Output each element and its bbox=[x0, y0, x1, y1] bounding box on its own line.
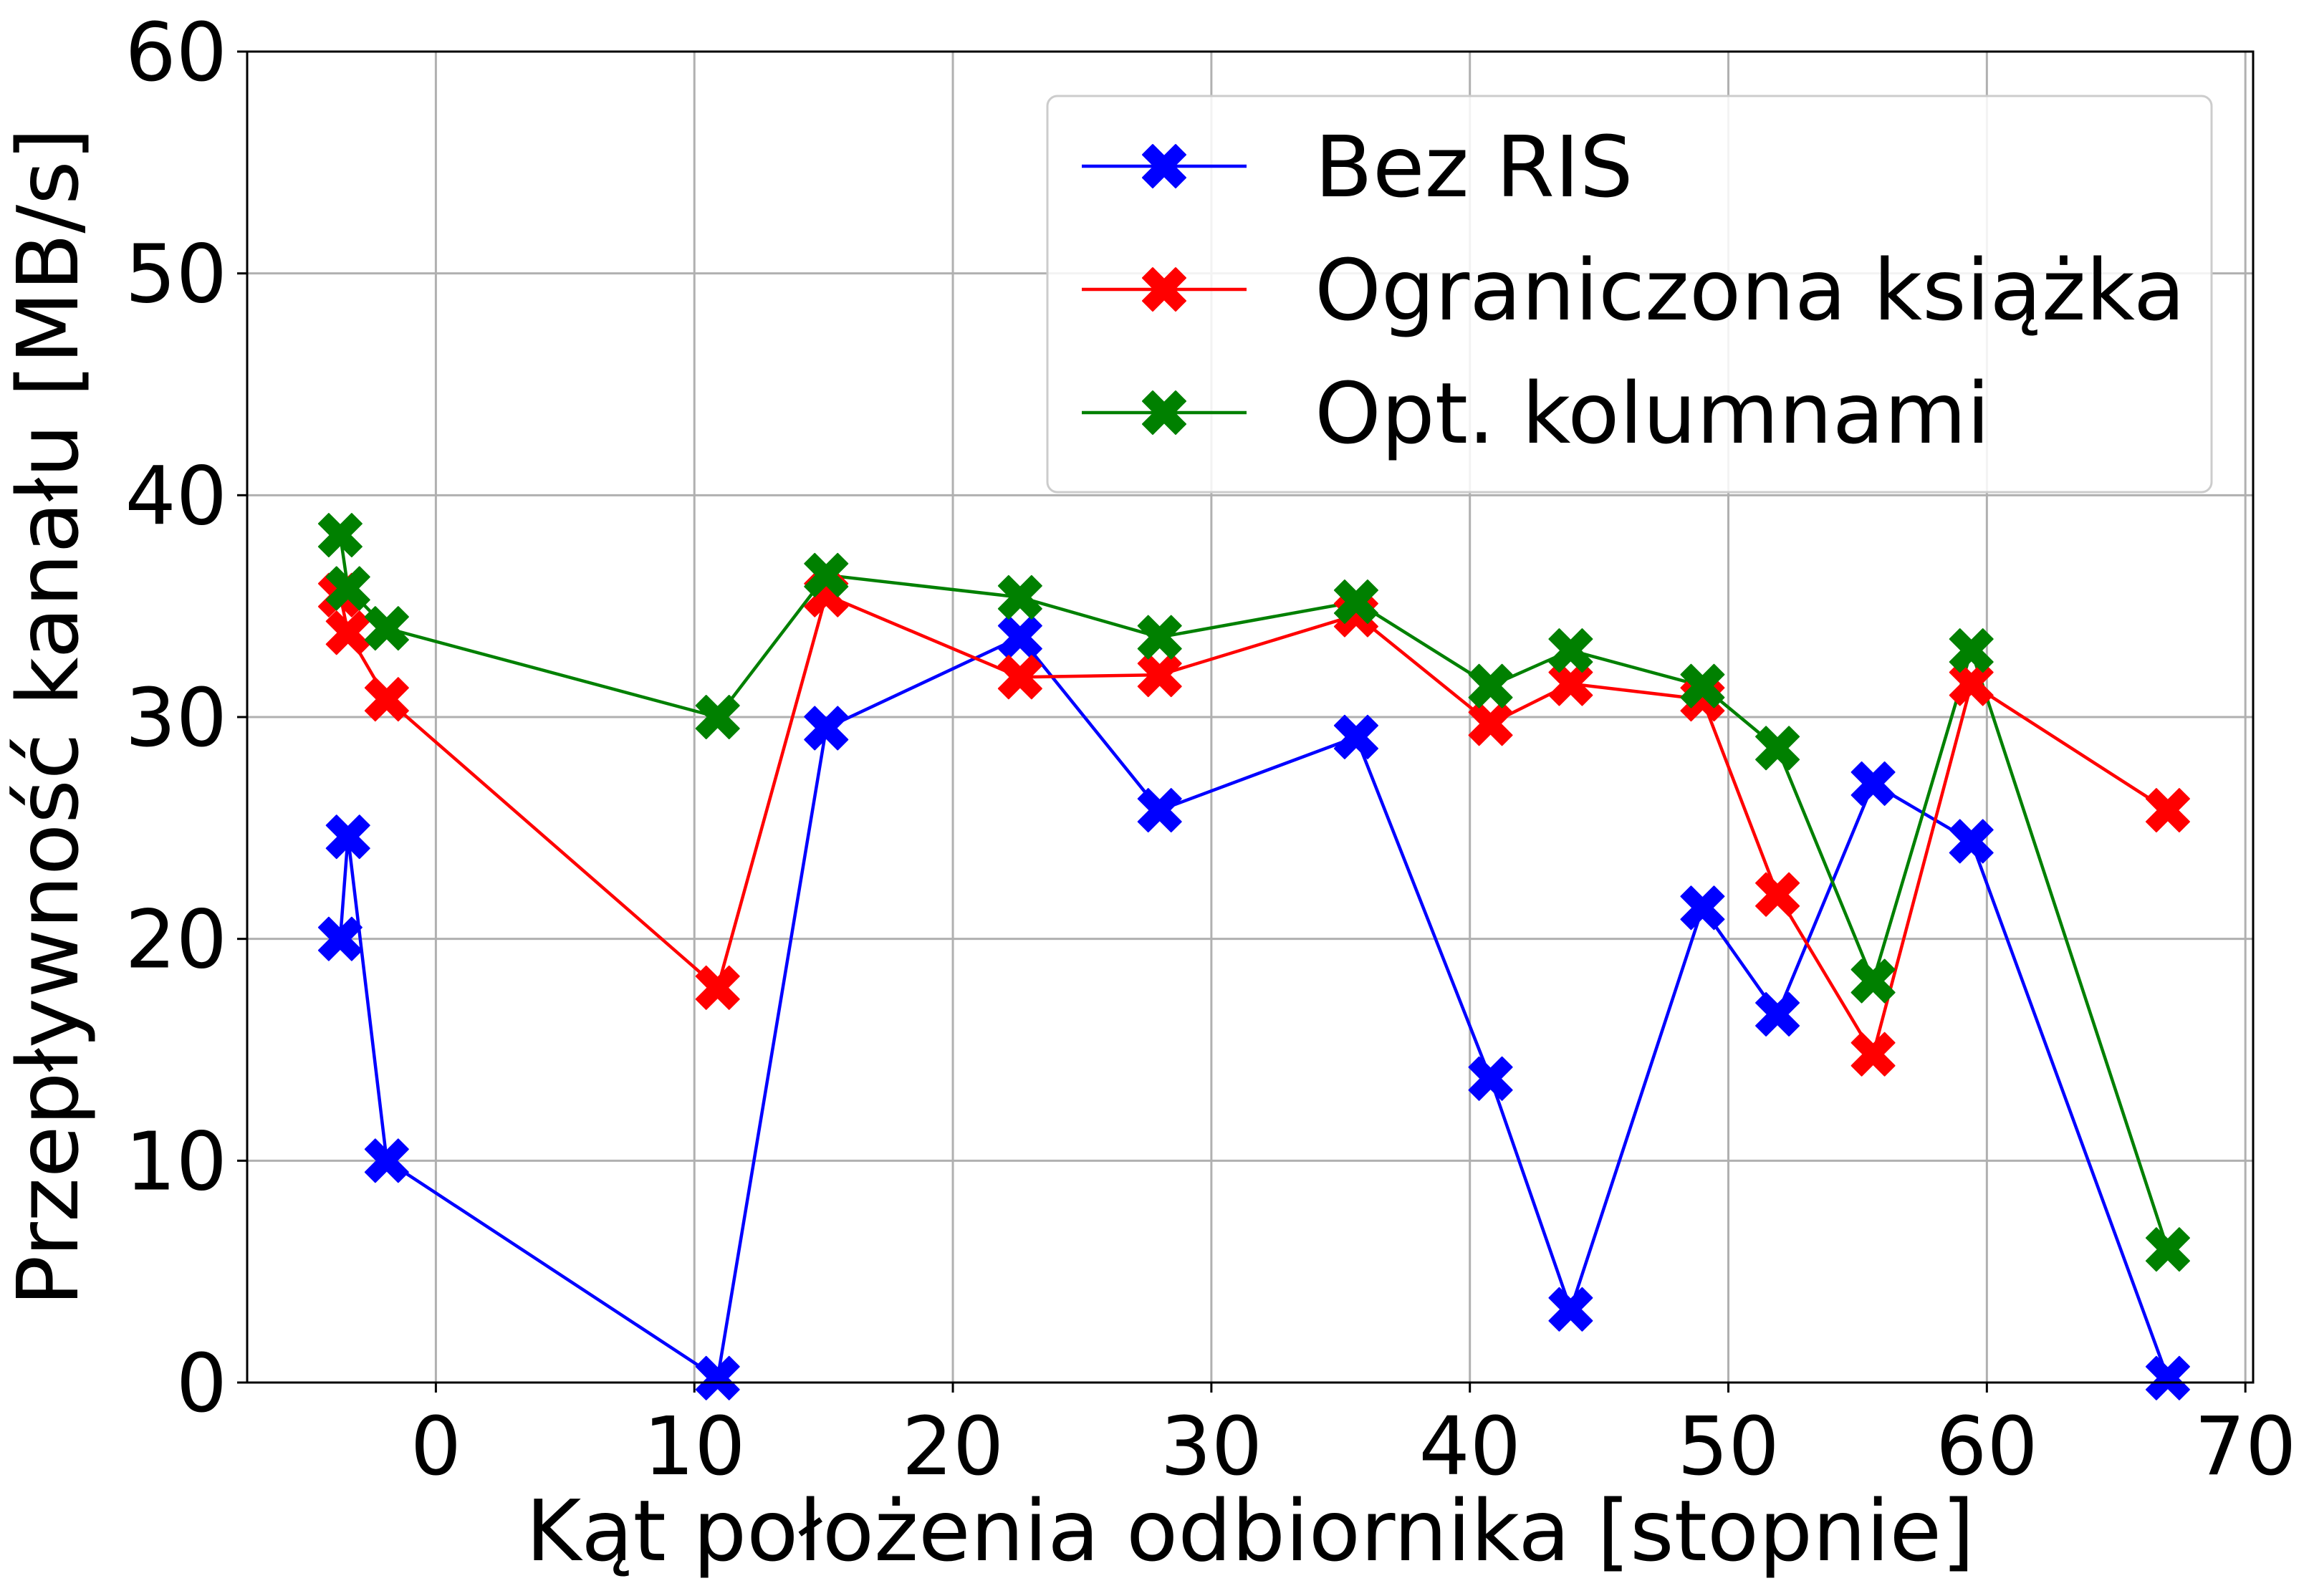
x-axis-label: Kąt położenia odbiornika [stopnie] bbox=[526, 1481, 1974, 1580]
data-point-series-2 bbox=[1548, 661, 1593, 706]
data-point-series-3 bbox=[1137, 615, 1182, 660]
legend-marker-3 bbox=[1142, 390, 1186, 435]
data-point-series-1 bbox=[804, 706, 849, 751]
series-markers bbox=[317, 513, 2190, 1400]
x-tick-label: 60 bbox=[1936, 1400, 2038, 1494]
y-tick-label: 0 bbox=[176, 1337, 227, 1431]
data-point-series-3 bbox=[1333, 579, 1378, 624]
data-point-series-2 bbox=[695, 965, 740, 1010]
data-point-series-1 bbox=[2145, 1355, 2190, 1400]
x-tick-label: 70 bbox=[2194, 1400, 2297, 1494]
legend-label-3: Opt. kolumnami bbox=[1315, 364, 1990, 463]
axis-ticks: 0 10 20 30 40 50 60 70 0 10 20 30 40 50 60 bbox=[125, 6, 2296, 1494]
data-point-series-1 bbox=[695, 1355, 740, 1400]
legend-marker-2 bbox=[1142, 267, 1186, 312]
data-point-series-2 bbox=[364, 677, 409, 722]
legend-label-2: Ograniczona książka bbox=[1315, 241, 2185, 340]
data-point-series-3 bbox=[1468, 663, 1513, 708]
data-point-series-3 bbox=[317, 513, 363, 558]
data-point-series-1 bbox=[997, 615, 1042, 660]
data-point-series-1 bbox=[1333, 714, 1378, 759]
data-point-series-2 bbox=[997, 655, 1042, 700]
data-point-series-2 bbox=[1137, 653, 1182, 698]
y-tick-label: 60 bbox=[125, 6, 227, 100]
data-point-series-1 bbox=[317, 916, 363, 961]
data-point-series-3 bbox=[2145, 1227, 2190, 1272]
data-point-series-1 bbox=[1548, 1287, 1593, 1332]
data-point-series-3 bbox=[1850, 958, 1896, 1004]
y-tick-label: 40 bbox=[125, 450, 227, 543]
x-tick-label: 30 bbox=[1161, 1400, 1263, 1494]
x-tick-label: 20 bbox=[902, 1400, 1004, 1494]
x-tick-label: 40 bbox=[1418, 1400, 1521, 1494]
data-point-series-3 bbox=[325, 566, 370, 611]
data-point-series-3 bbox=[695, 695, 740, 739]
data-point-series-2 bbox=[1949, 661, 1994, 706]
y-tick-label: 10 bbox=[125, 1115, 227, 1208]
legend-box bbox=[1046, 95, 2213, 494]
legend-marker-1 bbox=[1142, 144, 1186, 188]
data-point-series-3 bbox=[804, 552, 849, 597]
data-point-series-3 bbox=[364, 606, 409, 651]
data-point-series-3 bbox=[1548, 628, 1593, 673]
data-point-series-2 bbox=[2145, 788, 2190, 833]
data-point-series-1 bbox=[1755, 991, 1800, 1037]
x-tick-label: 0 bbox=[411, 1400, 461, 1494]
y-tick-label: 20 bbox=[125, 894, 227, 987]
data-point-series-1 bbox=[325, 814, 370, 860]
y-tick-label: 50 bbox=[125, 229, 227, 322]
data-point-series-3 bbox=[997, 575, 1042, 620]
y-tick-label: 30 bbox=[125, 672, 227, 765]
legend: Bez RIS Ograniczona książka Opt. kolumnami bbox=[1046, 95, 2213, 494]
data-point-series-2 bbox=[1755, 872, 1800, 917]
y-axis-label: Przepływność kanału [MB/s] bbox=[0, 128, 97, 1306]
data-point-series-3 bbox=[1680, 663, 1725, 708]
data-point-series-1 bbox=[1949, 819, 1994, 864]
data-point-series-2 bbox=[1468, 701, 1513, 746]
legend-items: Bez RIS Ograniczona książka Opt. kolumnami bbox=[1082, 117, 2185, 463]
data-point-series-1 bbox=[1468, 1056, 1513, 1101]
x-tick-label: 50 bbox=[1677, 1400, 1780, 1494]
x-tick-label: 10 bbox=[643, 1400, 746, 1494]
data-point-series-1 bbox=[1850, 761, 1896, 806]
data-point-series-2 bbox=[1850, 1032, 1896, 1077]
data-point-series-1 bbox=[1137, 788, 1182, 833]
data-point-series-3 bbox=[1755, 726, 1800, 771]
data-point-series-1 bbox=[364, 1138, 409, 1183]
legend-label-1: Bez RIS bbox=[1315, 117, 1633, 216]
data-point-series-1 bbox=[1680, 885, 1725, 931]
data-point-series-3 bbox=[1949, 628, 1994, 673]
